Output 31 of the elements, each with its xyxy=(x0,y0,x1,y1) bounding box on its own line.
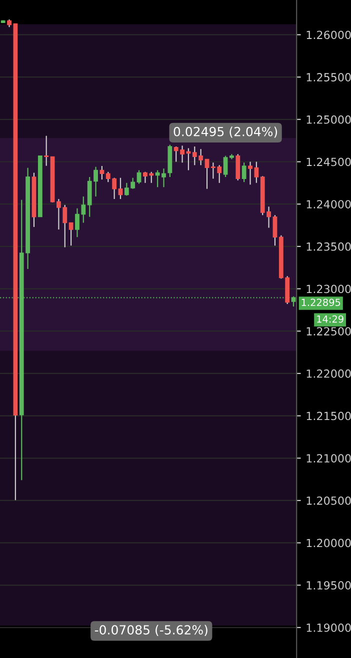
y-tick-label: 1.19500 xyxy=(306,581,351,590)
candlestick xyxy=(236,154,240,181)
y-tick-label: 1.24000 xyxy=(306,200,351,208)
candlestick xyxy=(242,162,246,183)
ref-line-label: 1.22895 xyxy=(302,298,340,306)
candlestick xyxy=(291,296,296,308)
y-tick-label: 1.19000 xyxy=(306,623,351,632)
y-tick-label: 1.25000 xyxy=(306,115,351,124)
candlestick xyxy=(186,148,191,171)
candlestick xyxy=(136,170,142,184)
y-tick-label: 1.22500 xyxy=(306,327,351,336)
candlestick xyxy=(100,165,104,180)
candlestick xyxy=(118,177,123,200)
candlestick xyxy=(68,222,74,246)
candlestick xyxy=(272,214,278,246)
y-tick-label: 1.23000 xyxy=(306,284,351,294)
y-tick-label: 1.25500 xyxy=(306,73,351,82)
band-label: 0.02495 (2.04%) xyxy=(174,126,278,138)
y-tick-label: 1.20500 xyxy=(306,496,351,505)
y-tick-label: 1.26000 xyxy=(306,30,351,40)
candlestick xyxy=(44,135,49,166)
candlestick xyxy=(223,155,228,178)
candlestick xyxy=(204,158,210,190)
y-tick-label: 1.24500 xyxy=(306,158,351,166)
y-tick-label: 1.23500 xyxy=(306,242,351,251)
y-tick-label: 1.20000 xyxy=(306,538,351,548)
text: 14:29 xyxy=(317,315,344,323)
band-label: -0.07085 (-5.62%) xyxy=(94,624,208,636)
y-tick-label: 1.22000 xyxy=(306,369,351,378)
y-tick-label: 1.21500 xyxy=(306,412,351,420)
y-tick-label: 1.21000 xyxy=(306,454,351,463)
